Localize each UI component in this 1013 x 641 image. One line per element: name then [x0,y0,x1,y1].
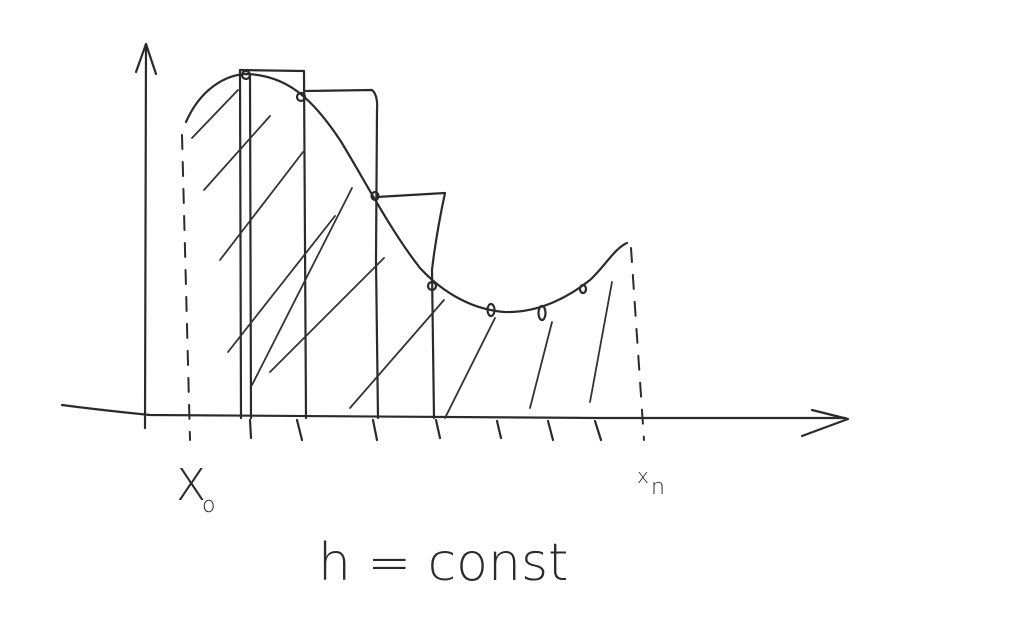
hatch-line [251,187,353,386]
tick-mark [371,418,379,442]
tick-mark [434,418,442,440]
hatch-line [529,321,553,409]
function-curve [184,72,629,314]
x0-dashed-boundary [181,134,191,441]
sample-point [486,302,496,318]
hatch-line [589,281,613,403]
area-hatching [191,89,613,419]
rectangle-2 [304,88,380,420]
step-size-note: h = const [318,533,568,593]
hatch-line [269,257,385,373]
sample-point [295,91,307,103]
xn-dashed-boundary [630,247,645,441]
x-axis-ticks [248,418,603,442]
hatch-line [444,317,496,419]
y-axis-arrowhead [134,42,158,76]
tick-mark [248,418,253,440]
tick-mark [495,419,503,440]
sample-point [426,280,438,292]
sample-point [578,283,588,295]
hatch-line [227,215,336,353]
x0-label: X [176,460,206,511]
rectangle-1-left-edge [248,73,253,420]
hatch-line [191,89,239,139]
xn-label: x [637,464,649,488]
hatch-line [349,299,445,409]
tick-mark [295,418,304,442]
rectangle-1 [238,68,308,420]
sample-point [240,69,252,81]
rectangle-3 [375,191,447,420]
hatch-line [219,151,304,261]
sample-point [370,190,380,202]
sample-point [537,304,547,322]
tick-mark [593,419,603,442]
riemann-rectangles [238,68,447,420]
axes [60,42,850,438]
sample-points [240,69,588,322]
x-axis [60,403,847,420]
y-axis [143,42,148,430]
hatch-line [203,115,271,191]
xn-subscript: n [651,475,665,500]
x0-subscript: o [202,493,215,518]
tick-mark [546,419,555,442]
x-axis-arrowhead [800,408,850,438]
